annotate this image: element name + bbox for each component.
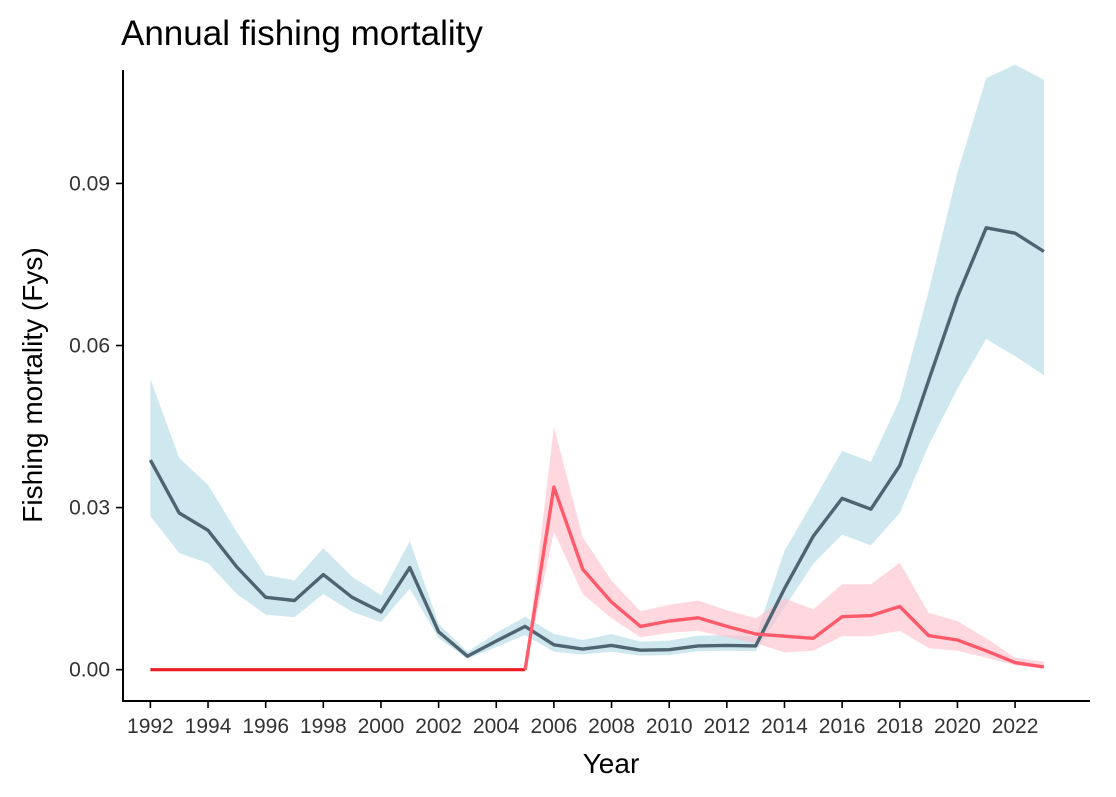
blue-point-1992 <box>149 459 152 462</box>
blue-point-2019 <box>927 379 930 382</box>
red-point-2018 <box>898 605 901 608</box>
blue-point-2006 <box>552 643 555 646</box>
red-point-2022 <box>1014 661 1017 664</box>
blue-point-2007 <box>581 648 584 651</box>
red-point-2019 <box>927 634 930 637</box>
blue-point-2016 <box>841 497 844 500</box>
blue-point-1994 <box>207 529 210 532</box>
red-point-2009 <box>639 625 642 628</box>
blue-point-2004 <box>495 640 498 643</box>
blue-point-1996 <box>264 596 267 599</box>
x-tick-label: 2006 <box>531 715 578 738</box>
red-series-line <box>523 485 1045 670</box>
x-tick-label: 1998 <box>300 715 347 738</box>
chart-title: Annual fishing mortality <box>121 14 483 53</box>
blue-point-1999 <box>351 596 354 599</box>
blue-point-2005 <box>524 625 527 628</box>
y-tick-label: 0.09 <box>69 172 110 195</box>
y-axis-title: Fishing mortality (Fys) <box>17 247 48 522</box>
x-axis-ticks: 1992 1994 1996 1998 2000 2002 2004 2006 2008 2010… <box>127 701 1038 738</box>
blue-point-2011 <box>697 644 700 647</box>
red-confidence-band <box>525 426 1044 670</box>
blue-point-2017 <box>869 508 872 511</box>
y-tick-label: 0.00 <box>69 659 110 682</box>
x-tick-label: 2018 <box>876 715 923 738</box>
x-tick-label: 2010 <box>646 715 693 738</box>
red-point-2020 <box>956 639 959 642</box>
blue-series-line <box>148 226 1045 658</box>
blue-point-2020 <box>956 295 959 298</box>
red-point-2011 <box>697 616 700 619</box>
x-tick-label: 2002 <box>415 715 462 738</box>
blue-point-2008 <box>610 644 613 647</box>
x-tick-label: 1992 <box>127 715 174 738</box>
blue-point-2001 <box>408 566 411 569</box>
red-point-2015 <box>812 637 815 640</box>
red-point-2016 <box>841 615 844 618</box>
x-tick-label: 2014 <box>761 715 808 738</box>
x-tick-label: 2000 <box>358 715 405 738</box>
y-tick-label: 0.03 <box>69 497 110 520</box>
red-point-2023 <box>1042 666 1045 669</box>
blue-point-2000 <box>380 610 383 613</box>
x-tick-label: 2004 <box>473 715 520 738</box>
blue-point-1997 <box>293 599 296 602</box>
blue-point-2023 <box>1042 250 1045 253</box>
y-axis-ticks: 0.00 0.03 0.06 0.09 <box>69 172 123 682</box>
x-tick-label: 2008 <box>588 715 635 738</box>
x-tick-label: 1994 <box>185 715 232 738</box>
blue-point-2010 <box>668 648 671 651</box>
blue-point-2021 <box>985 226 988 229</box>
x-tick-label: 2022 <box>992 715 1039 738</box>
blue-point-2022 <box>1014 232 1017 235</box>
red-point-2014 <box>783 635 786 638</box>
red-point-2005 <box>524 668 527 671</box>
plot-area <box>148 64 1045 672</box>
red-point-2007 <box>581 568 584 571</box>
x-tick-label: 2012 <box>703 715 750 738</box>
blue-point-2015 <box>812 535 815 538</box>
blue-point-2018 <box>898 464 901 467</box>
red-point-2021 <box>985 649 988 652</box>
blue-point-2003 <box>466 655 469 658</box>
y-tick-label: 0.06 <box>69 335 110 358</box>
red-point-2006 <box>552 486 555 489</box>
red-point-2017 <box>869 614 872 617</box>
blue-point-1998 <box>322 573 325 576</box>
red-point-2008 <box>610 601 613 604</box>
blue-point-2012 <box>725 644 728 647</box>
blue-point-1995 <box>235 566 238 569</box>
red-point-2012 <box>725 625 728 628</box>
blue-point-2002 <box>437 630 440 633</box>
blue-point-2013 <box>754 644 757 647</box>
x-tick-label: 1996 <box>242 715 289 738</box>
red-point-2013 <box>754 633 757 636</box>
x-tick-label: 2016 <box>819 715 866 738</box>
blue-point-2014 <box>783 587 786 590</box>
blue-confidence-band <box>150 64 1044 659</box>
x-axis-title: Year <box>583 748 640 779</box>
x-tick-label: 2020 <box>934 715 981 738</box>
blue-point-1993 <box>178 512 181 515</box>
blue-point-2009 <box>639 649 642 652</box>
red-point-2010 <box>668 620 671 623</box>
